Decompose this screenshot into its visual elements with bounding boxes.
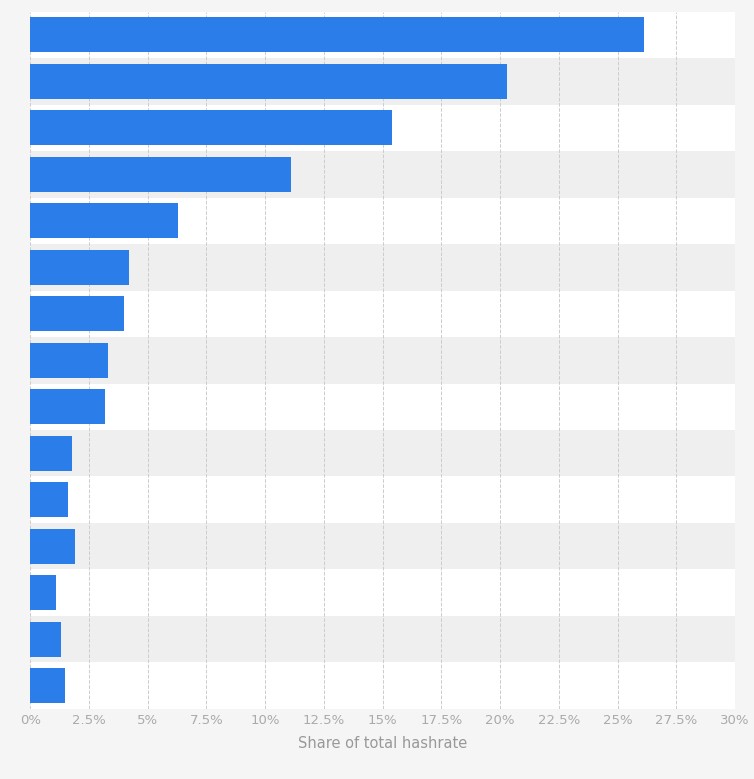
Bar <box>30 198 735 244</box>
Bar <box>30 529 75 564</box>
Bar <box>30 111 392 146</box>
Bar <box>30 430 735 477</box>
Bar <box>30 250 129 285</box>
Bar <box>30 291 735 337</box>
Bar <box>30 482 68 517</box>
Bar <box>30 575 56 610</box>
X-axis label: Share of total hashrate: Share of total hashrate <box>298 736 467 751</box>
Bar <box>30 296 124 331</box>
Bar <box>30 203 178 238</box>
Bar <box>30 157 291 192</box>
Bar <box>30 343 108 378</box>
Bar <box>30 104 735 151</box>
Bar <box>30 523 735 569</box>
Bar <box>30 668 66 703</box>
Bar <box>30 12 735 58</box>
Bar <box>30 383 735 430</box>
Bar <box>30 569 735 616</box>
Bar <box>30 244 735 291</box>
Bar <box>30 151 735 198</box>
Bar <box>30 477 735 523</box>
Bar <box>30 64 507 99</box>
Bar <box>30 17 643 52</box>
Bar <box>30 616 735 662</box>
Bar <box>30 435 72 471</box>
Bar <box>30 622 61 657</box>
Bar <box>30 58 735 104</box>
Bar <box>30 390 106 425</box>
Bar <box>30 337 735 383</box>
Bar <box>30 662 735 709</box>
